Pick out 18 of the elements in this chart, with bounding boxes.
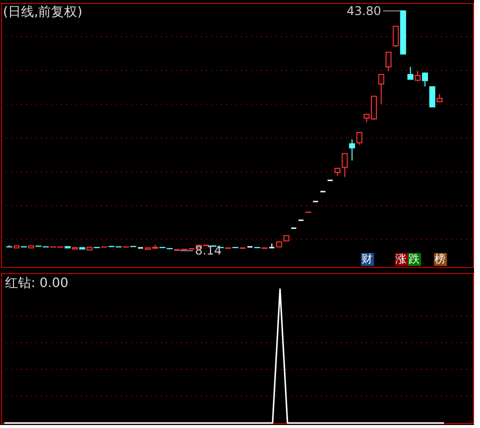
candlestick [422,72,428,87]
candlestick [392,26,399,48]
candlestick [349,138,356,162]
candlestick [386,52,392,72]
annotation: 43.80 [346,4,382,18]
candlestick [407,66,414,80]
text: 榜 [434,252,446,266]
chart-title: (日线,前复权) [3,5,82,20]
candlestick [342,153,348,178]
candlestick [356,132,362,146]
text: 财 [362,252,372,266]
candlestick [414,70,421,82]
chart-title: 红钻: 0.00 [5,276,68,291]
candlestick [378,74,384,105]
annotation: 8.14 [195,244,222,258]
text: 跌 [408,252,420,266]
candlestick [429,86,436,108]
text: 涨 [396,252,406,266]
